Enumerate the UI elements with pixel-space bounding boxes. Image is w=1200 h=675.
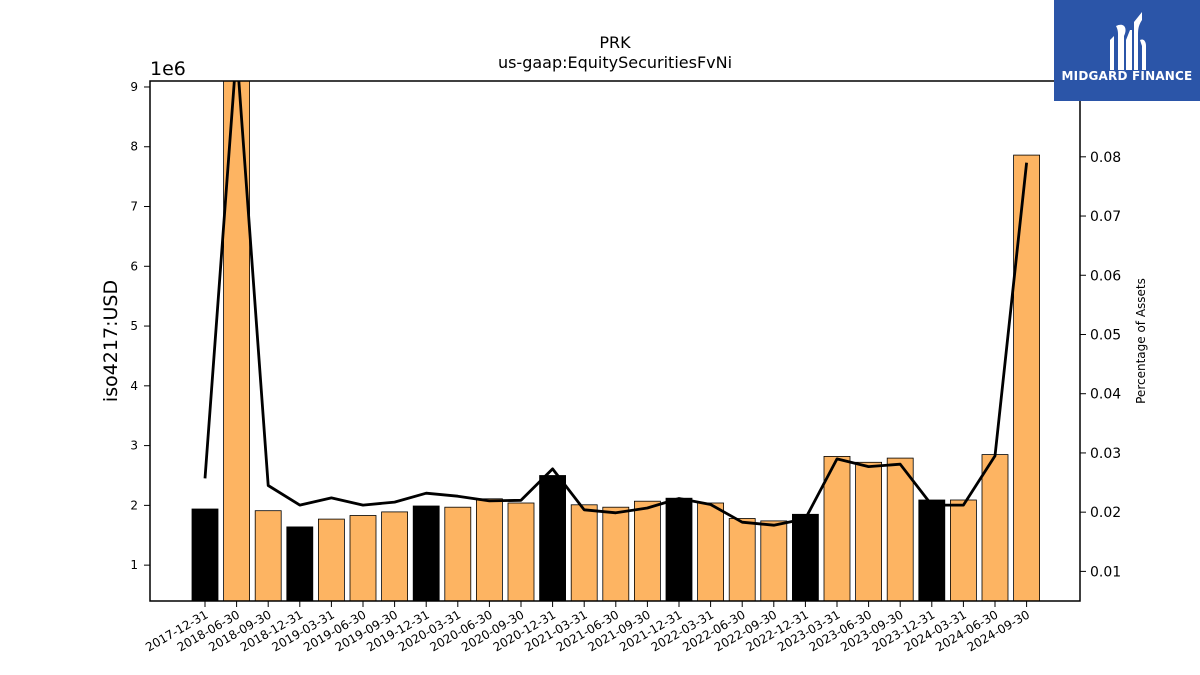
bar-2022-12-31 (792, 513, 819, 601)
y2-axis-label: Percentage of Assets (1134, 278, 1148, 404)
y-tick-label: 7 (130, 200, 138, 214)
bar-2021-09-30 (634, 500, 661, 601)
bar-2023-06-30 (855, 461, 882, 601)
bar-2021-12-31 (665, 497, 693, 601)
midgard-logo-icon (1110, 12, 1146, 71)
bar-2022-03-31 (697, 502, 724, 601)
y-tick-label: 1 (130, 558, 138, 572)
y-tick-label: 5 (130, 319, 138, 333)
line-group (203, 81, 1028, 527)
y2-tick-label: 0.01 (1090, 564, 1121, 580)
bar-2018-12-31 (286, 526, 314, 601)
bar-2019-12-31 (412, 505, 440, 601)
bar-2023-09-30 (886, 457, 914, 601)
bar-2022-09-30 (760, 520, 788, 601)
bar-2021-06-30 (602, 506, 630, 601)
y-tick-label: 8 (130, 140, 138, 154)
y-tick-label: 4 (130, 379, 138, 393)
bar-2019-06-30 (349, 515, 377, 601)
y2-tick-label: 0.03 (1090, 446, 1121, 462)
bars-group (191, 81, 1040, 601)
bar-2022-06-30 (728, 518, 756, 601)
y-tick-label: 3 (130, 439, 138, 453)
y2-tick-label: 0.06 (1090, 268, 1121, 284)
y2-axis-ticks: 0.01 0.02 0.03 0.04 0.05 0.06 0.07 0.08 (1080, 150, 1121, 580)
bar-2024-06-30 (981, 454, 1009, 601)
bar-2024-09-30 (1013, 154, 1040, 601)
y-tick-label: 2 (130, 498, 138, 512)
bar-2018-09-30 (254, 510, 282, 601)
bar-2020-03-31 (444, 506, 472, 601)
percentage-of-assets-line (203, 81, 1028, 527)
bar-2024-03-31 (950, 499, 977, 601)
chart-title: PRK (599, 33, 631, 52)
bar-2020-09-30 (507, 502, 535, 601)
bar-2020-12-31 (539, 475, 566, 601)
bar-2018-06-30 (223, 81, 251, 601)
logo-text: MIDGARD FINANCE (1061, 69, 1193, 83)
y-axis-ticks: 1 2 3 4 5 6 7 8 9 (130, 80, 150, 572)
bar-2023-03-31 (823, 455, 851, 601)
x-axis-ticks: 2017-12-312018-06-302018-09-302018-12-31… (143, 601, 1032, 654)
bar-2021-03-31 (570, 504, 598, 601)
bar-2023-12-31 (918, 499, 946, 601)
y-multiplier-label: 1e6 (150, 58, 186, 80)
bar-2020-06-30 (475, 498, 503, 601)
y2-tick-label: 0.05 (1090, 327, 1121, 343)
y2-tick-label: 0.02 (1090, 505, 1121, 521)
brand-logo: MIDGARD FINANCE (1054, 0, 1200, 101)
bar-2019-09-30 (381, 511, 409, 601)
chart-subtitle: us-gaap:EquitySecuritiesFvNi (498, 53, 732, 72)
y-tick-label: 9 (130, 80, 138, 94)
y-axis-label: iso4217:USD (100, 280, 122, 402)
y-tick-label: 6 (130, 259, 138, 273)
bar-2017-12-31 (191, 508, 219, 601)
y2-tick-label: 0.04 (1090, 387, 1121, 403)
y2-tick-label: 0.07 (1090, 209, 1121, 225)
y2-tick-label: 0.08 (1090, 150, 1121, 166)
plot-frame (149, 80, 1081, 602)
bar-2019-03-31 (317, 518, 345, 601)
